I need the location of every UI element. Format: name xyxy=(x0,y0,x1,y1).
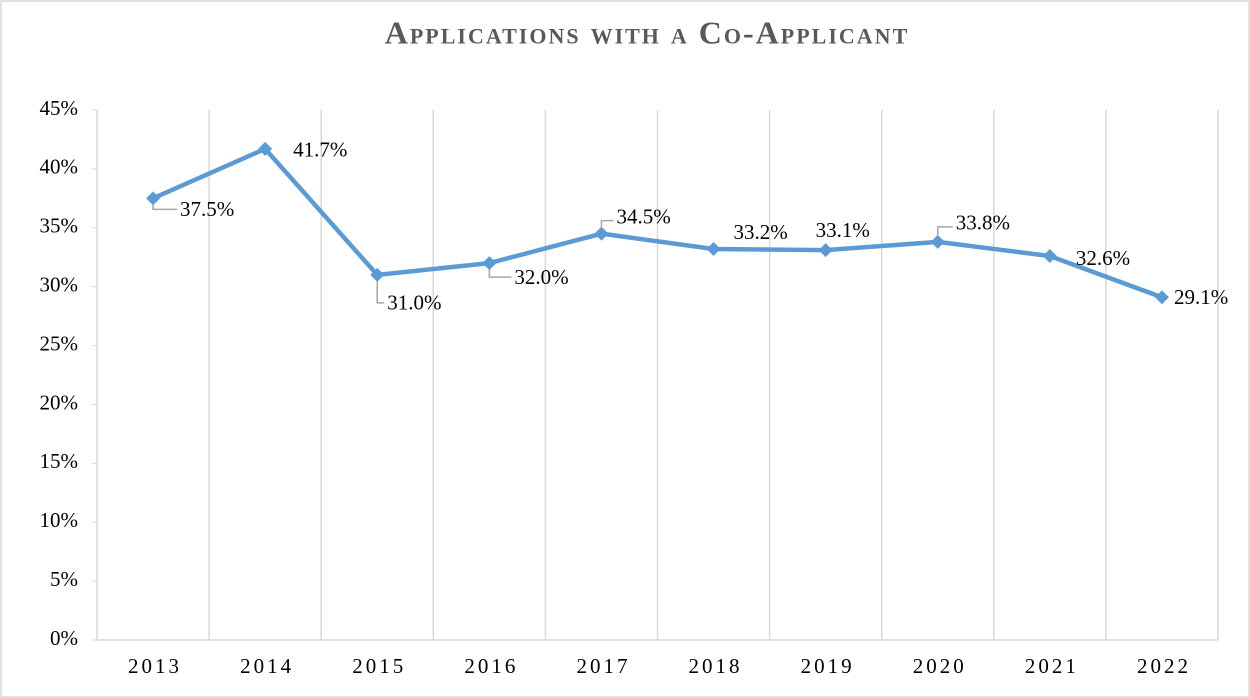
x-tick-label: 2014 xyxy=(240,654,294,678)
data-label: 33.8% xyxy=(956,211,1010,235)
chart-title: Applications with a Co-Applicant xyxy=(385,14,910,50)
y-tick-label: 20% xyxy=(40,390,79,414)
marker xyxy=(258,141,273,156)
leader-line xyxy=(937,226,953,236)
x-tick-label: 2017 xyxy=(576,654,630,678)
y-tick-label: 25% xyxy=(40,331,79,355)
marker xyxy=(1042,249,1057,264)
x-tick-label: 2015 xyxy=(352,654,406,678)
leader-line xyxy=(152,204,178,211)
x-tick-label: 2020 xyxy=(913,654,967,678)
data-label: 33.2% xyxy=(734,220,788,244)
marker xyxy=(706,241,721,256)
marker xyxy=(370,267,385,282)
data-label: 29.1% xyxy=(1174,285,1228,309)
y-tick-label: 15% xyxy=(40,449,79,473)
series-line xyxy=(152,146,1163,300)
data-label: 41.7% xyxy=(293,138,347,162)
data-label: 32.6% xyxy=(1076,246,1130,270)
y-tick-label: 10% xyxy=(40,508,79,532)
y-tick-label: 45% xyxy=(40,96,79,120)
y-tick-label: 35% xyxy=(40,214,79,238)
x-tick-label: 2019 xyxy=(801,654,855,678)
marker xyxy=(930,234,945,249)
data-label: 34.5% xyxy=(616,204,670,228)
x-tick-label: 2013 xyxy=(128,654,182,678)
x-tick-label: 2016 xyxy=(464,654,518,678)
marker xyxy=(594,226,609,241)
data-label: 31.0% xyxy=(387,291,441,315)
x-tick-label: 2018 xyxy=(689,654,743,678)
y-tick-label: 40% xyxy=(40,155,79,179)
data-label: 37.5% xyxy=(180,197,234,221)
marker xyxy=(818,243,833,258)
leader-line xyxy=(488,269,512,278)
y-tick-label: 0% xyxy=(50,626,78,650)
x-tick-label: 2021 xyxy=(1025,654,1079,678)
data-label: 33.1% xyxy=(816,218,870,242)
leader-line xyxy=(376,280,385,304)
marker xyxy=(146,191,161,206)
y-tick-label: 5% xyxy=(50,567,78,591)
leader-line xyxy=(600,219,614,228)
marker xyxy=(482,256,497,271)
x-tick-label: 2022 xyxy=(1137,654,1191,678)
marker xyxy=(1154,290,1169,305)
data-label: 32.0% xyxy=(514,265,568,289)
y-tick-label: 30% xyxy=(40,272,79,296)
